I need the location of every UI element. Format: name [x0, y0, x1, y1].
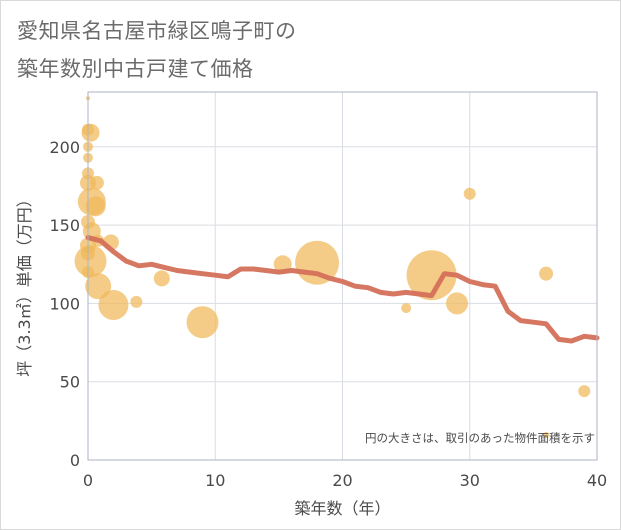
- x-axis-title: 築年数（年）: [294, 499, 390, 518]
- chart-title-line-1: 愛知県名古屋市緑区鳴子町の: [17, 19, 297, 43]
- data-bubble: [85, 273, 112, 300]
- data-bubble: [81, 123, 100, 142]
- data-bubble: [578, 385, 591, 398]
- y-axis-title: 坪（3.3㎡）単価（万円）: [15, 191, 34, 376]
- average-line-layer: [85, 235, 600, 344]
- y-tick-label: 100: [49, 294, 80, 313]
- chart-title-line-2: 築年数別中古戸建て価格: [17, 57, 254, 81]
- data-bubble: [130, 295, 143, 308]
- data-bubble: [89, 175, 104, 190]
- x-axis-ticks: 0 10 20 30 40: [83, 471, 607, 490]
- data-bubble: [401, 303, 412, 314]
- y-tick-label: 150: [49, 216, 80, 235]
- data-bubble: [153, 270, 170, 287]
- x-tick-label: 0: [83, 471, 93, 490]
- x-tick-label: 40: [587, 471, 607, 490]
- x-tick-label: 10: [205, 471, 225, 490]
- bubble-size-annotation: 円の大きさは、取引のあった物件面積を示す: [365, 431, 595, 445]
- average-price-line: [85, 235, 600, 344]
- data-bubble: [539, 266, 554, 281]
- data-bubble: [446, 292, 469, 315]
- data-bubble: [543, 431, 550, 438]
- data-bubble: [85, 196, 106, 217]
- x-tick-label: 20: [332, 471, 352, 490]
- data-bubble: [186, 306, 219, 339]
- data-bubble: [406, 250, 457, 301]
- data-bubble: [98, 289, 129, 320]
- data-bubble: [74, 245, 107, 278]
- x-tick-label: 30: [460, 471, 480, 490]
- y-tick-label: 50: [60, 373, 80, 392]
- y-axis-ticks: 0 50 100 150 200: [49, 138, 80, 470]
- data-bubble: [463, 187, 476, 200]
- bubble-layer: [74, 96, 591, 438]
- chart-grid: [88, 92, 597, 460]
- y-tick-label: 200: [49, 138, 80, 157]
- y-tick-label: 0: [70, 451, 80, 470]
- plot-area-border: [87, 91, 598, 461]
